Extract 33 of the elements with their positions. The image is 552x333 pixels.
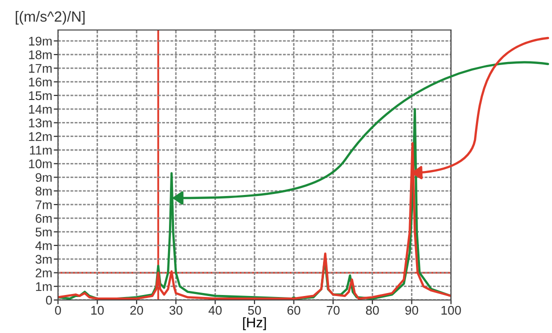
y-tick-label: 14m [29, 105, 52, 114]
x-tick-label: 80 [366, 306, 379, 315]
x-tick-label: 60 [287, 306, 300, 315]
x-axis-title: [Hz] [243, 317, 266, 330]
y-tick-label: 15m [29, 91, 52, 100]
y-tick-label: 16m [29, 78, 52, 86]
y-tick-label: 17m [29, 64, 52, 73]
y-tick-label: 2m [36, 268, 52, 278]
y-tick-label: 7m [36, 200, 52, 210]
x-tick-label: 40 [208, 306, 222, 315]
y-axis-title: [(m/s^2)/N] [16, 11, 85, 25]
x-tick-label: 90 [405, 306, 418, 315]
x-tick-label: 100 [442, 306, 461, 315]
y-tick-label: 4m [35, 241, 52, 250]
y-tick-label: 8m [36, 186, 52, 196]
y-tick-label: 1m [36, 282, 52, 291]
y-tick-label: 0 [46, 296, 52, 305]
y-tick-label: 5m [36, 228, 52, 236]
y-tick-label: 9m [36, 173, 52, 182]
y-tick-label: 13m [29, 118, 52, 128]
x-tick-label: 70 [326, 306, 340, 315]
x-tick-label: 50 [248, 306, 261, 315]
x-tick-label: 20 [130, 306, 144, 315]
y-tick-label: 6m [36, 214, 52, 223]
y-tick-label: 19m [29, 36, 52, 46]
y-tick-label: 3m [36, 254, 52, 264]
x-tick-label: 30 [169, 306, 182, 315]
y-tick-label: 12m [29, 132, 52, 141]
y-tick-label: 11m [30, 146, 52, 155]
x-tick-label: 0 [55, 306, 61, 315]
y-tick-label: 10m [29, 159, 52, 168]
y-tick-label: 18m [29, 50, 52, 60]
x-tick-label: 10 [91, 306, 104, 315]
